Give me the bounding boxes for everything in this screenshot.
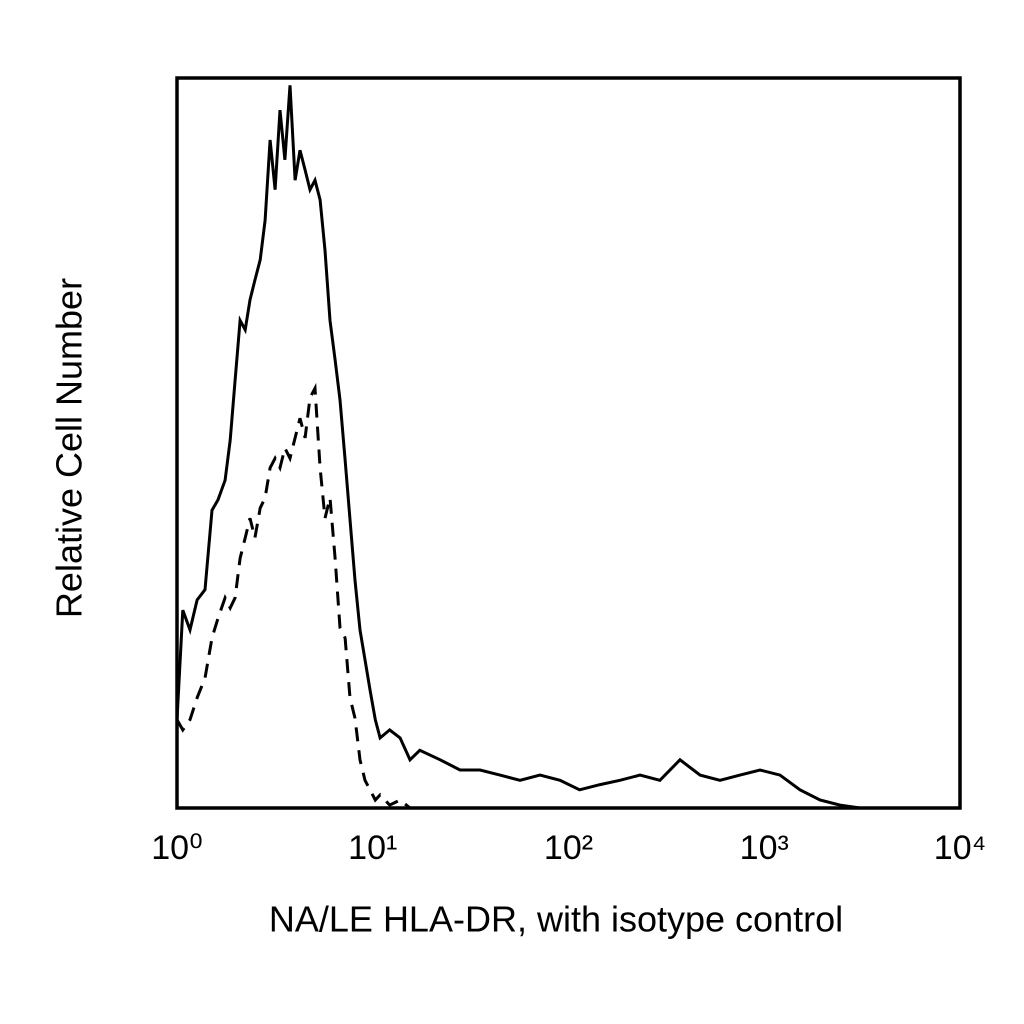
histogram-line [175,85,960,810]
x-tick-label: 10⁰ [151,829,202,867]
x-axis-label: NA/LE HLA-DR, with isotype control [269,899,843,940]
y-axis-label: Relative Cell Number [49,278,90,618]
x-tick-label: 10² [544,829,593,867]
plot-frame [175,76,962,810]
x-tick-label: 10¹ [348,829,397,867]
x-tick-label: 10³ [740,829,789,867]
x-tick-label: 10⁴ [934,829,986,867]
